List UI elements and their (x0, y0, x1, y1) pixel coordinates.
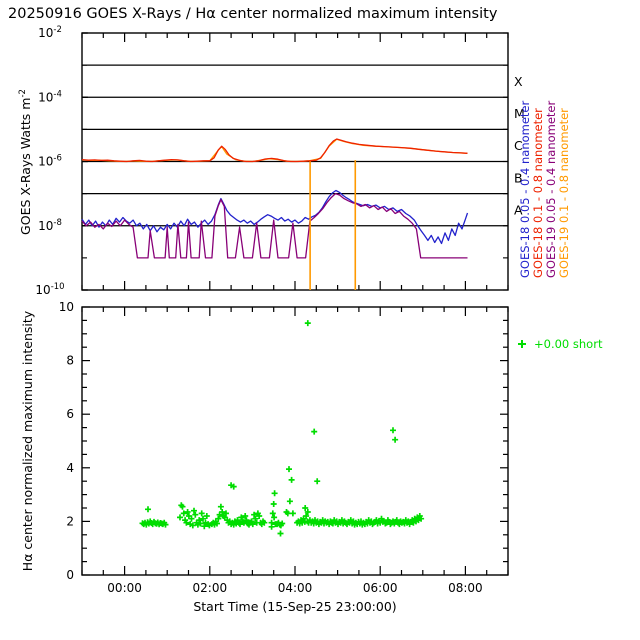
bottom-ylabel: Hα center normalized maximum intensity (20, 310, 35, 571)
xtick-label-3: 06:00 (363, 581, 398, 595)
flare-class-label-x: X (514, 74, 523, 89)
bottom-ytick-label-1: 2 (66, 514, 74, 528)
bottom-ytick-label-2: 4 (66, 461, 74, 475)
bottom-ytick-label-0: 0 (66, 568, 74, 582)
page-title: 20250916 GOES X-Rays / Hα center normali… (8, 6, 498, 22)
bottom-ytick-label-5: 10 (59, 300, 74, 314)
xtick-label-4: 08:00 (448, 581, 483, 595)
bottom-ytick-label-3: 6 (66, 407, 74, 421)
xtick-label-2: 04:00 (278, 581, 313, 595)
bottom-ytick-label-4: 8 (66, 354, 74, 368)
xaxis-label: Start Time (15-Sep-25 23:00:00) (193, 599, 396, 614)
top-ytick-label-3: 10-8 (38, 218, 62, 233)
top-ytick-label-0: 10-2 (38, 25, 62, 40)
legend-bottom-halpha-short: +0.00 short (534, 337, 603, 351)
xtick-label-1: 02:00 (193, 581, 228, 595)
goes18-short-curve (81, 138, 468, 163)
top-ytick-label-1: 10-4 (38, 89, 62, 104)
flare-class-label-a: A (514, 202, 523, 217)
flare-class-label-b: B (514, 170, 523, 185)
top-ylabel: GOES X-Rays Watts m-2 (18, 89, 33, 235)
xtick-label-0: 00:00 (107, 581, 142, 595)
top-ytick-label-4: 10-10 (35, 282, 64, 297)
goes19-long-curve (81, 192, 468, 259)
flare-class-label-c: C (514, 138, 523, 153)
legend-bottom-marker-icon (518, 340, 526, 348)
halpha-scatter-points (139, 320, 425, 537)
legend-top-goes19-long: GOES-19 0.1 - 0.8 nanometer (557, 108, 571, 278)
top-ytick-label-2: 10-6 (38, 154, 62, 169)
bottom-panel-frame (81, 306, 509, 576)
goes19-short-curve (81, 189, 469, 245)
legend-top-goes19-short: GOES-19 0.05 - 0.4 nanometer (544, 101, 558, 279)
flare-class-label-m: M (514, 106, 525, 121)
legend-top-goes18-short: GOES-18 0.05 - 0.4 nanometer (518, 101, 532, 279)
legend-top-goes18-long: GOES-18 0.1 - 0.8 nanometer (531, 108, 545, 278)
